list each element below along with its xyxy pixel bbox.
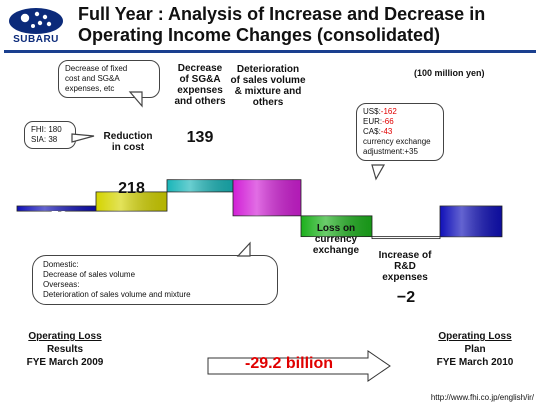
category-label-3: of sales volume [230, 75, 305, 86]
category-label-2: expenses [177, 85, 223, 96]
unit-label: (100 million yen) [414, 68, 485, 78]
callout-text: cost and SG&A [65, 74, 120, 83]
bar-shade-1 [96, 191, 167, 212]
bar-5 [371, 236, 441, 240]
eur-label: EUR: [363, 117, 383, 126]
footer-plan-label: Operating Loss Plan FYE March 2010 [416, 330, 534, 369]
value-label-2: 139 [187, 129, 214, 146]
footer-text: FYE March 2010 [436, 357, 514, 368]
title-line-1: Full Year : Analysis of Increase and Dec… [78, 4, 486, 24]
value-label-6: -350 [455, 250, 487, 267]
callout-pointer [371, 164, 386, 181]
callout-text: Overseas: [43, 280, 80, 289]
footer-heading: Operating Loss [438, 331, 512, 342]
category-label-3: & mixture and [235, 86, 302, 97]
value-label-4: -236 [320, 264, 352, 281]
change-total: -29.2 billion [244, 355, 333, 372]
logo-oval [9, 8, 63, 34]
bar-shade-6 [440, 206, 502, 237]
logo-text: SUBARU [13, 34, 59, 45]
callout-text: currency exchange [363, 137, 431, 146]
callout-text: expenses, etc [65, 84, 115, 93]
change-arrow [207, 350, 391, 382]
callout-pointer [236, 241, 251, 257]
category-label-4: exchange [313, 245, 360, 256]
category-label-3: Deterioration [237, 64, 299, 75]
cad-value: -43 [380, 127, 393, 136]
category-label-4: Loss on [317, 223, 355, 234]
category-label-5: R&D [394, 261, 416, 272]
category-label-1: Reduction [104, 131, 153, 142]
category-label-5: Increase of [379, 250, 432, 261]
category-label-2: Decrease [178, 63, 223, 74]
callout-fixed-cost: Decrease of fixed cost and SG&A expenses… [58, 60, 160, 98]
bar-shade-4 [301, 215, 372, 237]
footer-url[interactable]: http://www.fhi.co.jp/english/ir/ [430, 393, 534, 402]
pleiades-stars-icon [20, 11, 52, 28]
callout-text: FHI: 180 [31, 125, 62, 134]
footer-heading: Operating Loss [28, 331, 102, 342]
subaru-logo [9, 8, 63, 34]
bar-shade-3 [233, 179, 301, 216]
eur-value: -66 [382, 117, 394, 126]
value-label-0: -58 [46, 208, 68, 225]
category-label-4: currency [315, 234, 358, 245]
callout-fhi: FHI: 180 SIA: 38 [24, 121, 76, 149]
callout-domestic: Domestic: Decrease of sales volume Overs… [32, 255, 278, 305]
category-label-2: and others [174, 96, 226, 107]
cad-label: CA$: [363, 127, 381, 136]
title-line-2: Operating Income Changes (consolidated) [78, 25, 441, 45]
callout-pointer [71, 133, 95, 143]
callout-text: adjustment:+35 [363, 147, 418, 156]
value-label-1: 218 [118, 180, 145, 197]
bar-shade-2 [167, 179, 233, 192]
footer-text: Plan [464, 344, 486, 355]
category-label-3: others [253, 97, 284, 108]
footer-text: Results [46, 344, 84, 355]
callout-text: Domestic: [43, 260, 79, 269]
footer-results-label: Operating Loss Results FYE March 2009 [6, 330, 124, 369]
value-label-5: −2 [397, 289, 415, 306]
footer-text: FYE March 2009 [26, 357, 104, 368]
category-label-1: in cost [112, 142, 145, 153]
category-label-2: of SG&A [179, 74, 220, 85]
cad-line: CA$:-43 [363, 127, 437, 137]
usd-line: US$:-162 [363, 107, 437, 117]
callout-text: Deterioration of sales volume and mixtur… [43, 290, 191, 299]
callout-text: Decrease of sales volume [43, 270, 136, 279]
value-label-3: -411 [251, 159, 282, 176]
category-label-5: expenses [382, 272, 428, 283]
callout-text: Decrease of fixed [65, 64, 128, 73]
usd-label: US$: [363, 107, 381, 116]
callout-text: SIA: 38 [31, 135, 58, 144]
title-divider [4, 50, 536, 53]
page-title: Full Year : Analysis of Increase and Dec… [78, 4, 538, 46]
eur-line: EUR:-66 [363, 117, 437, 127]
bar-shade-0 [17, 206, 96, 212]
callout-pointer [128, 91, 143, 108]
callout-currency-detail: US$:-162 EUR:-66 CA$:-43 currency exchan… [356, 103, 444, 161]
usd-value: -162 [380, 107, 397, 116]
